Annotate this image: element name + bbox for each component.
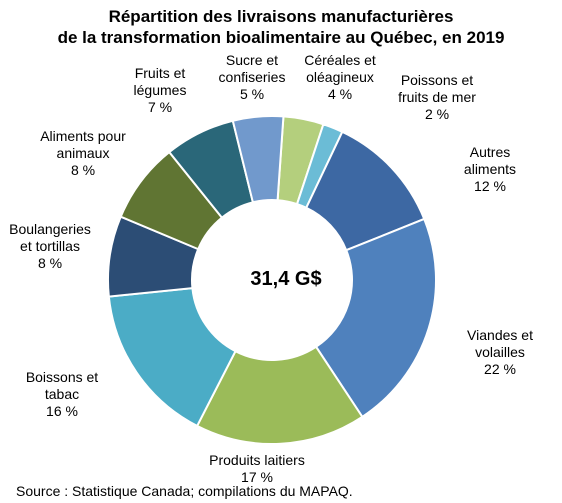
slice-value-sucre: 5 % bbox=[239, 86, 265, 102]
chart-title-line-2: de la transformation bioalimentaire au Q… bbox=[57, 28, 505, 47]
donut-slice-produits-laitiers bbox=[195, 345, 364, 445]
slice-value-boulangeries: 8 % bbox=[37, 255, 63, 271]
chart-title: Répartition des livraisons manufacturièr… bbox=[0, 6, 562, 48]
slice-value-autres: 12 % bbox=[474, 178, 506, 194]
center-total: 31,4 G$ bbox=[250, 268, 322, 290]
slice-value-cereales: 4 % bbox=[327, 86, 353, 102]
chart-title-line-1: Répartition des livraisons manufacturièr… bbox=[108, 7, 454, 26]
slice-label-sucre: Sucre et confiseries 5 % bbox=[202, 52, 302, 103]
slice-label-autres: Autres aliments 12 % bbox=[440, 144, 540, 195]
slice-value-aliments-animaux: 8 % bbox=[70, 162, 96, 178]
slice-value-boissons: 16 % bbox=[46, 403, 78, 419]
slice-value-fruits-legumes: 7 % bbox=[147, 99, 173, 115]
slice-value-poissons: 2 % bbox=[424, 106, 450, 122]
donut-slice-boissons bbox=[107, 286, 237, 428]
slice-label-aliments-animaux: Aliments pour animaux 8 % bbox=[28, 128, 138, 179]
slice-label-fruits-legumes: Fruits et légumes 7 % bbox=[110, 65, 210, 116]
slice-label-produits-laitiers: Produits laitiers 17 % bbox=[192, 452, 322, 486]
slice-label-cereales: Céréales et oléagineux 4 % bbox=[290, 52, 390, 103]
slice-value-viandes: 22 % bbox=[484, 361, 516, 377]
slice-label-viandes: Viandes et volailles 22 % bbox=[450, 327, 550, 378]
slice-label-boulangeries: Boulangeries et tortillas 8 % bbox=[0, 221, 100, 272]
slice-label-poissons: Poissons et fruits de mer 2 % bbox=[382, 72, 492, 123]
slice-value-produits-laitiers: 17 % bbox=[241, 469, 273, 485]
source-note: Source : Statistique Canada; compilation… bbox=[16, 483, 353, 499]
donut-slice-viandes bbox=[314, 217, 437, 419]
slice-label-boissons: Boissons et tabac 16 % bbox=[12, 369, 112, 420]
donut-slice-sucre bbox=[231, 115, 285, 204]
